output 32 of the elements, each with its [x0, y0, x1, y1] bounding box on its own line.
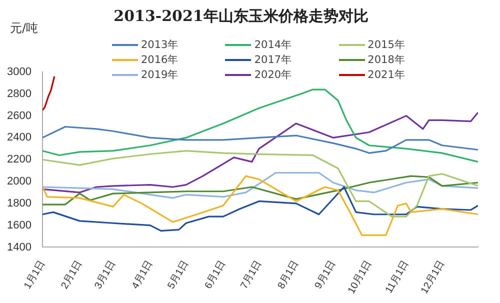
x-tick-label: 12月1日: [419, 258, 448, 296]
y-tick-label: 2800: [6, 88, 32, 100]
y-tick-label: 1600: [6, 219, 32, 232]
y-tick-label: 2000: [6, 176, 32, 188]
y-tick-label: 1400: [6, 241, 32, 254]
x-tick-label: 6月1日: [203, 258, 228, 292]
x-tick-label: 8月1日: [276, 258, 302, 292]
legend-label: 2015年: [366, 38, 406, 52]
legend-label: 2016年: [140, 53, 180, 67]
y-tick-label: 3000: [6, 66, 32, 78]
legend-label: 2020年: [253, 68, 294, 82]
legend-label: 2021年: [366, 68, 406, 82]
y-tick-label: 1800: [6, 197, 32, 210]
x-tick-label: 5月1日: [166, 258, 192, 292]
x-tick-label: 9月1日: [313, 258, 338, 292]
y-tick-label: 2200: [6, 154, 32, 166]
x-tick-label: 3月1日: [92, 258, 118, 292]
legend-label: 2017年: [253, 53, 294, 67]
x-tick-label: 4月1日: [130, 258, 156, 292]
x-tick-label: 7月1日: [238, 258, 264, 292]
y-tick-label: 2600: [6, 110, 32, 122]
legend-label: 2018年: [366, 53, 406, 67]
legend-label: 2019年: [140, 68, 180, 82]
legend-label: 2013年: [140, 38, 180, 52]
text: 元/吨: [10, 20, 38, 37]
x-tick-label: 1月1日: [22, 258, 48, 292]
chart-title: 2013-2021年山东玉米价格走势对比: [114, 6, 368, 25]
y-tick-label: 2400: [6, 132, 32, 144]
x-tick-label: 11月1日: [384, 258, 412, 296]
x-tick-label: 10月1日: [346, 258, 374, 296]
legend-label: 2014年: [253, 38, 294, 52]
x-tick-label: 2月1日: [59, 258, 85, 292]
